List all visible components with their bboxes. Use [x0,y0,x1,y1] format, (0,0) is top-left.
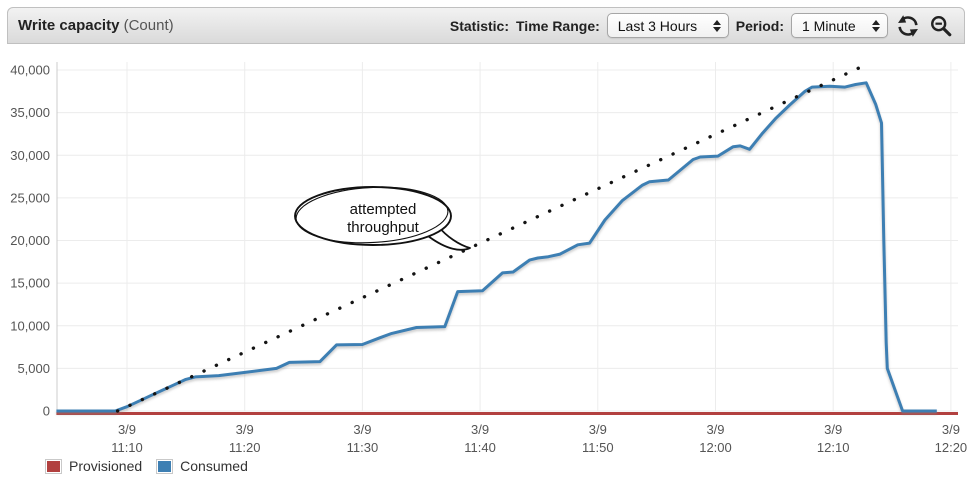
legend-label: Provisioned [69,458,143,474]
time-range-value: Last 3 Hours [617,17,698,34]
legend-item-provisioned: Provisioned [45,458,142,474]
annotation-text-line2: throughput [347,219,420,236]
x-axis-date-label: 3/9 [942,422,960,437]
provisioned-swatch [45,458,62,474]
x-axis-date-label: 3/9 [589,422,607,437]
zoom-out-icon[interactable] [928,13,954,39]
y-axis-tick-label: 20,000 [10,233,50,248]
chart-title: Write capacity (Count) [18,17,174,34]
series-attempted-throughput [115,63,866,413]
time-range-select[interactable]: Last 3 Hours [606,13,729,38]
capacity-line-chart[interactable]: 40,000 35,000 30,000 25,000 20,000 15,000 10,0… [0,44,972,487]
chart-controls: Statistic: Time Range: Last 3 Hours Peri… [450,13,954,39]
stepper-arrows-icon [872,19,880,32]
refresh-icon[interactable] [895,13,921,39]
x-axis-date-label: 3/9 [236,422,254,437]
x-axis-date-label: 3/9 [824,422,842,437]
statistic-label: Statistic: [449,17,509,34]
x-axis-time-label: 12:00 [699,440,732,455]
x-axis-date-label: 3/9 [353,422,371,437]
chart-title-unit: (Count) [123,17,174,34]
y-axis-tick-label: 5,000 [17,361,50,376]
time-range-label: Time Range: [516,17,600,34]
chart-legend: Provisioned Consumed [45,458,248,474]
x-axis-date-label: 3/9 [118,422,136,437]
y-axis-tick-label: 40,000 [10,63,50,78]
x-axis-time-label: 11:30 [347,440,379,455]
y-axis-tick-label: 25,000 [10,190,50,205]
x-axis-time-label: 11:20 [229,440,261,455]
stepper-arrows-icon [712,19,721,32]
y-axis-tick-label: 30,000 [10,148,50,163]
x-axis-date-label: 3/9 [471,422,489,437]
legend-label: Consumed [180,458,248,474]
x-axis-time-label: 11:50 [582,440,614,455]
series-consumed [56,81,937,413]
y-axis-tick-label: 35,000 [10,105,50,120]
period-select[interactable]: 1 Minute [791,13,888,38]
period-label: Period: [735,17,784,34]
y-axis-tick-label: 10,000 [10,318,50,333]
x-axis-date-label: 3/9 [706,422,724,437]
chart-plot-area[interactable]: 40,000 35,000 30,000 25,000 20,000 15,000 10,0… [10,62,967,455]
x-axis-time-label: 12:20 [935,440,968,455]
chart-header-bar: Write capacity (Count) Statistic: Time R… [7,7,965,44]
y-axis-tick-label: 0 [43,404,50,419]
consumed-swatch [156,458,174,474]
x-axis-time-label: 12:10 [817,440,850,455]
chart-title-main: Write capacity [18,17,120,34]
x-axis-time-label: 11:10 [111,440,143,455]
period-value: 1 Minute [802,17,856,34]
legend-item-consumed: Consumed [156,458,248,474]
annotation-text-line1: attempted [350,201,417,218]
annotation-bubble: attempted throughput [294,186,471,251]
bubble-outline-inner [295,186,449,244]
y-axis-tick-label: 15,000 [10,276,50,291]
x-axis-time-label: 11:40 [464,440,496,455]
